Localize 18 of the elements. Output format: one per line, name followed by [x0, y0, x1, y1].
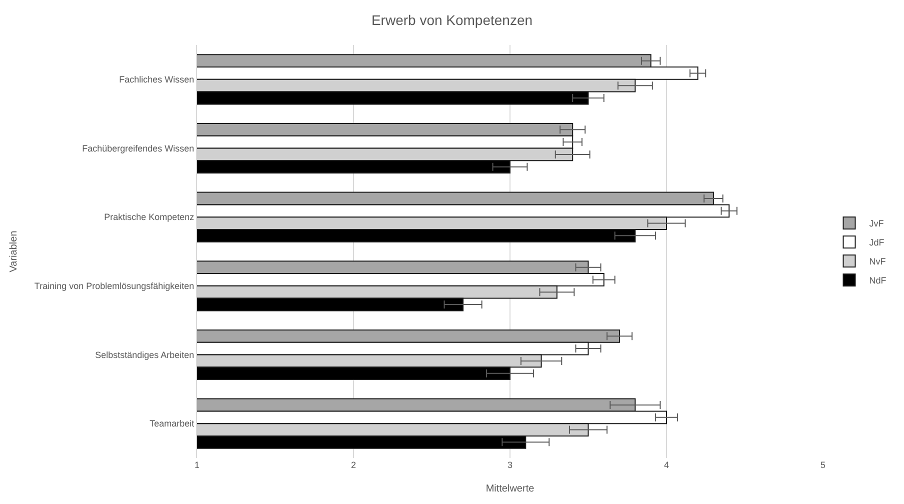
y-tick-label: Fachübergreifendes Wissen	[82, 143, 194, 154]
x-tick-label: 4	[664, 460, 670, 470]
y-tick-label: Teamarbeit	[150, 418, 195, 429]
chart-title: Erwerb von Kompetenzen	[371, 12, 533, 28]
x-tick-label: 5	[820, 460, 826, 470]
legend-label: JvF	[869, 218, 884, 229]
y-tick-label: Praktische Kompetenz	[104, 212, 195, 222]
x-tick-label: 3	[507, 460, 513, 470]
x-axis-title: Mittelwerte	[486, 484, 535, 494]
y-tick-label: Training von Problemlösungsfähigkeiten	[34, 281, 194, 292]
y-axis-title: Variablen	[8, 230, 20, 272]
x-tick-label: 2	[350, 460, 356, 470]
legend-label: NdF	[869, 276, 887, 286]
y-tick-label: Fachliches Wissen	[119, 74, 194, 85]
y-tick-label: Selbstständiges Arbeiten	[95, 350, 194, 360]
x-tick-label: 1	[194, 460, 200, 470]
legend-label: NvF	[869, 256, 886, 267]
legend-label: JdF	[869, 238, 885, 248]
